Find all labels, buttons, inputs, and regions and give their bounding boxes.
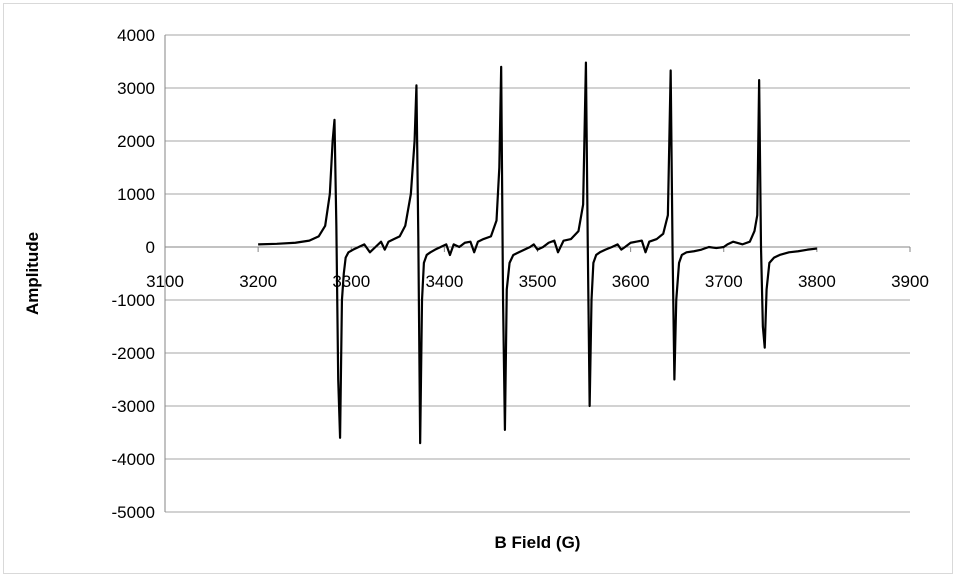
chart-frame: [3, 3, 953, 574]
x-tick-label: 3200: [239, 272, 277, 291]
x-tick-label: 3300: [332, 272, 370, 291]
y-tick-label: -3000: [112, 397, 155, 416]
series-line-1: [258, 61, 818, 445]
series-layer: [258, 61, 818, 445]
y-axis-title: Amplitude: [23, 232, 42, 315]
y-tick-label: -4000: [112, 450, 155, 469]
y-tick-label: -5000: [112, 503, 155, 522]
gridlines: [165, 34, 910, 513]
x-tick-label: 3700: [705, 272, 743, 291]
y-tick-label: -2000: [112, 344, 155, 363]
x-tick-label: 3600: [612, 272, 650, 291]
y-tick-label: 3000: [117, 79, 155, 98]
x-tick-label: 3400: [425, 272, 463, 291]
y-tick-label: 0: [146, 238, 155, 257]
x-tick-label: 3100: [146, 272, 184, 291]
y-tick-label: 2000: [117, 132, 155, 151]
x-tick-label: 3500: [519, 272, 557, 291]
x-tick-label: 3900: [891, 272, 929, 291]
y-tick-label: 4000: [117, 26, 155, 45]
y-tick-label: 1000: [117, 185, 155, 204]
x-tick-labels: 3100 3200 3300 3400 3500 3600 3700 3800 3900: [146, 272, 929, 291]
x-tick-label: 3800: [798, 272, 836, 291]
x-axis-title: B Field (G): [495, 533, 581, 552]
y-tick-labels: -5000 -4000 -3000 -2000 -1000 0 1000 2000 3000 40…: [112, 26, 155, 522]
y-tick-label: -1000: [112, 291, 155, 310]
